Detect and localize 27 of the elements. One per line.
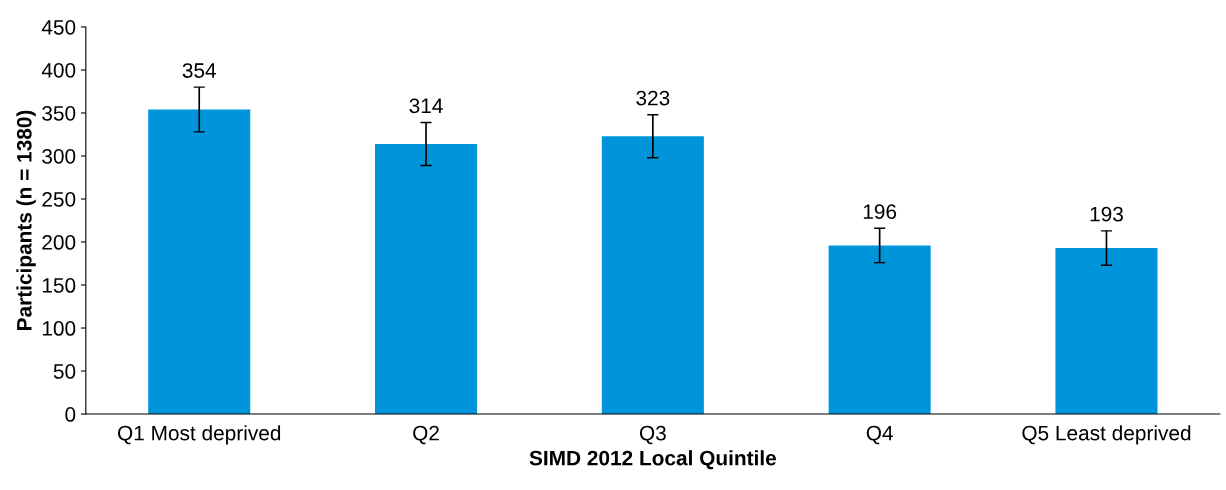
data-label: 354 [182,63,216,78]
data-label: 323 [636,90,670,106]
y-tick-label: 350 [42,105,76,121]
x-tick-label: Q4 [866,425,893,445]
x-tick-label: Q5 Least deprived [1022,425,1191,445]
y-tick-label: 100 [42,321,76,336]
y-tick-label: 400 [41,62,76,78]
y-tick-label: 300 [42,148,76,164]
y-tick-label: 450 [41,19,76,35]
x-tick-label: Q1 Most deprived [118,425,281,445]
x-axis-title: SIMD 2012 Local Quintile [529,450,777,470]
y-tick-label: 0 [65,407,76,422]
x-tick-label: Q2 [413,425,439,445]
data-label: 193 [1090,206,1123,222]
x-tick-label: Q3 [639,425,666,445]
bar [828,245,931,415]
bar [1055,248,1158,415]
bar [375,143,478,415]
y-tick-label: 250 [42,192,76,207]
bar [148,109,251,415]
y-axis-title: Participants (n = 1380) [16,110,36,330]
y-tick-label: 200 [42,235,76,250]
data-label: 196 [863,204,897,219]
y-tick-label: 150 [42,278,76,293]
bar [601,136,704,415]
y-tick-label: 50 [53,364,76,379]
data-label: 314 [409,98,443,114]
